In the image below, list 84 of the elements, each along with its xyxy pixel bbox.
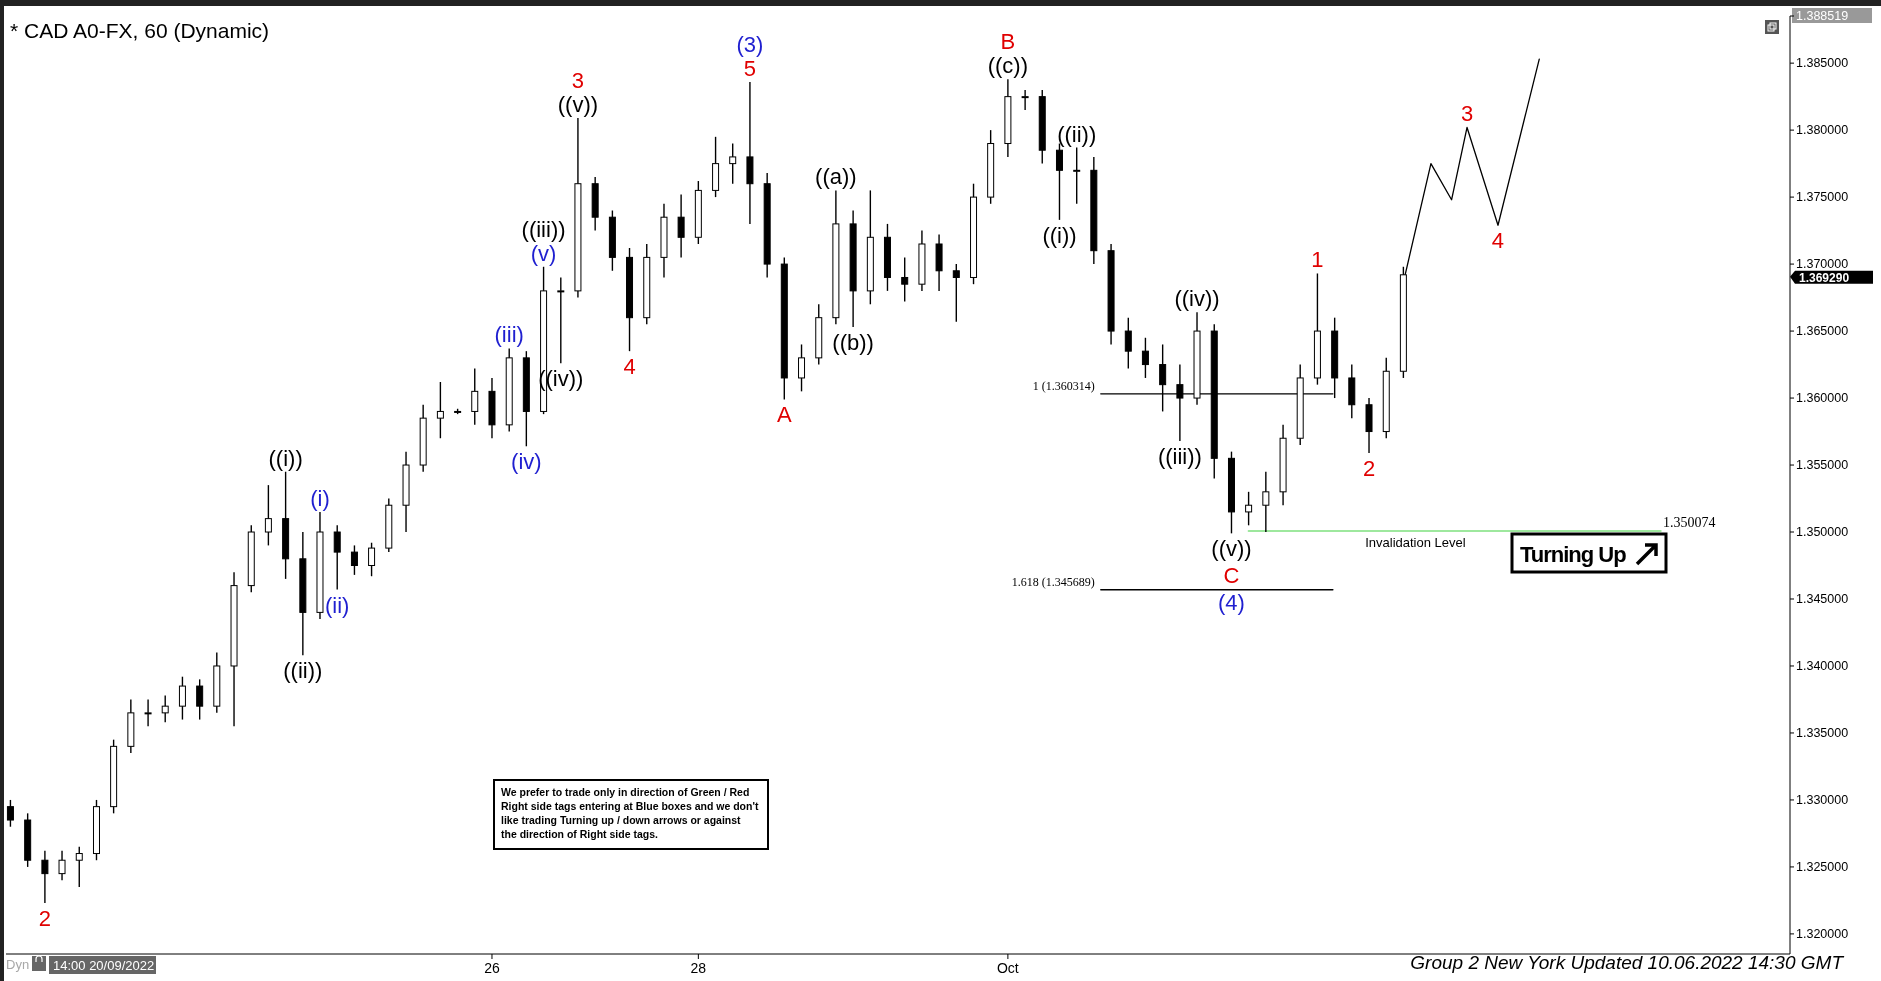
y-tick-label: 1.350000 [1796,525,1849,540]
y-tick-label: 1.325000 [1796,859,1849,874]
candlestick [557,276,565,364]
candlestick [144,698,152,727]
annotation: B [1000,29,1016,55]
annotation: ((v)) [1211,536,1252,562]
annotation: We prefer to trade only in direction of Green / Red Right side tags entering at Blue boxes and we don't like trading Turning up / down arrows or against the direction of Right side tags. [501,786,759,840]
candlestick [677,193,685,259]
annotation: 4 [623,354,636,380]
candlestick [41,850,49,904]
annotation: (ii) [324,592,350,618]
y-tick-label: 1.340000 [1796,658,1849,673]
y-tick-label: 1.385000 [1796,56,1849,71]
annotation: 1.350074 [1663,515,1716,531]
candlestick [264,484,272,547]
annotation: ((iv)) [1174,286,1220,312]
candlestick [350,544,358,576]
text: Dyn [6,957,30,972]
candlestick [196,678,204,721]
annotation: (i) [310,485,330,511]
y-tick-label: 1.365000 [1796,324,1849,339]
annotation: ((a)) [815,164,857,190]
annotation: 2 [1362,455,1376,481]
candlestick [436,381,444,439]
annotation: A [776,402,792,428]
y-tick-label: 1.388519 [1796,9,1849,23]
x-tick-label: 28 [690,960,707,976]
annotation: ((b)) [832,330,874,356]
annotation: 1.618 (1.345689) [1011,574,1095,589]
annotation: 4 [1491,228,1505,254]
annotation: ((c)) [987,53,1029,79]
candlestick [1245,491,1253,527]
annotation: (4) [1218,590,1245,616]
candlestick [178,676,186,721]
annotation: 3 [1460,101,1474,127]
candlestick [1124,316,1132,370]
annotation: ((v)) [557,92,599,118]
annotation: 5 [743,55,757,81]
annotation: 1 [1311,247,1324,273]
candlestick [901,256,909,303]
annotation: (3) [736,31,764,57]
y-tick-label: 1.335000 [1796,725,1849,740]
candlestick [1021,89,1029,111]
annotation: ((ii)) [1057,121,1097,147]
chart-title: * CAD A0-FX, 60 (Dynamic) [10,19,270,42]
candlestick [798,343,806,393]
y-tick-label: 1.380000 [1796,123,1849,138]
annotation: C [1223,563,1240,589]
y-tick-label: 1.375000 [1796,190,1849,205]
annotation: ((i)) [268,445,303,471]
annotation: ((i)) [1042,222,1077,248]
annotation: ((iii)) [1157,443,1202,469]
annotation: Invalidation Level [1365,535,1466,551]
candlestick [333,524,341,591]
candlestick [368,542,376,577]
y-tick-label: 1.360000 [1796,391,1849,406]
annotation: Turning Up [1520,542,1627,567]
annotation: ((ii)) [283,658,323,684]
annotation: ((iii)) [521,216,566,242]
x-tick-label: 26 [484,960,500,976]
candlestick [6,799,14,828]
y-tick-label: 1.330000 [1796,792,1849,807]
y-tick-label: 1.370000 [1796,257,1849,272]
candlestick [1141,337,1149,379]
annotation: Group 2 New York Updated 10.06.2022 14:30 GMT [1410,952,1845,973]
y-tick-label: 1.320000 [1796,926,1849,941]
text: 1.369290 [1799,270,1850,285]
y-tick-label: 1.345000 [1796,592,1849,606]
candlestick [75,846,83,888]
annotation: 3 [571,68,585,94]
x-tick-label: Oct [997,960,1019,976]
y-tick-label: 1.355000 [1796,458,1849,473]
annotation: 2 [38,906,52,932]
candlestick [729,142,737,185]
candlestick [161,694,169,723]
annotation: (iii) [494,322,524,348]
text: 14:00 20/09/2022 [53,958,155,973]
annotation: (iv) [511,449,542,475]
candlestick [1262,471,1270,533]
annotation: 1 (1.360314) [1032,378,1095,393]
candlestick [1073,146,1081,205]
candlestick [952,263,960,323]
candlestick [58,850,66,882]
candlestick [471,367,479,426]
